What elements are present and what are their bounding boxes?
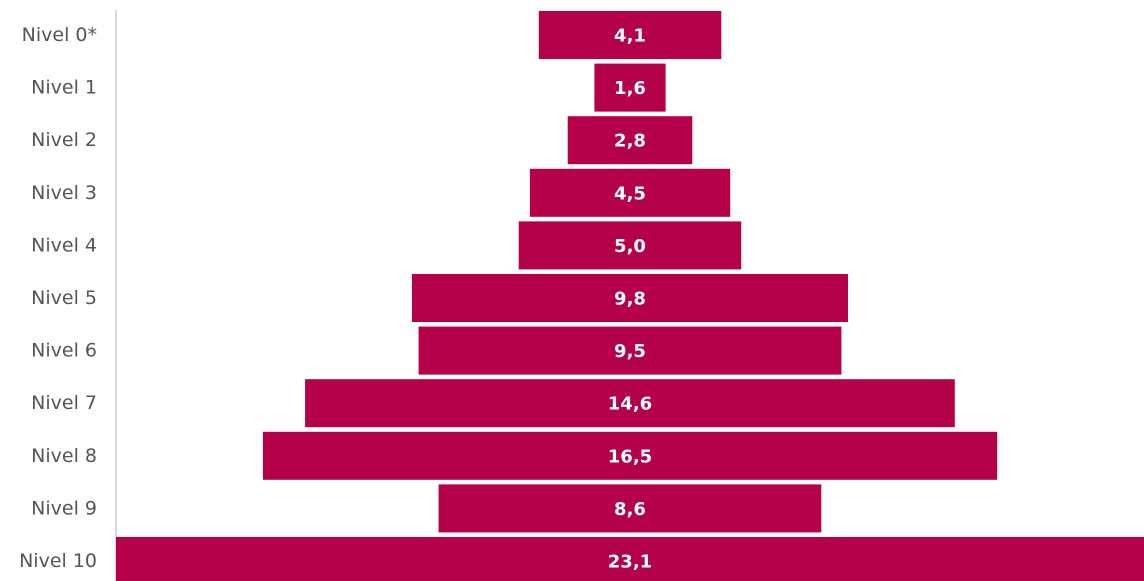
category-label-4: Nivel 4 — [31, 234, 97, 256]
value-label-2: 2,8 — [614, 131, 646, 152]
bar-2 — [567, 116, 693, 165]
bar-0 — [538, 11, 722, 59]
bar-1 — [594, 63, 666, 112]
category-label-8: Nivel 8 — [31, 445, 97, 467]
value-label-5: 9,8 — [614, 289, 646, 310]
value-label-10: 23,1 — [608, 552, 652, 573]
category-label-0: Nivel 0* — [22, 24, 97, 46]
bar-5 — [411, 274, 848, 322]
bar-3 — [529, 168, 731, 217]
category-label-7: Nivel 7 — [31, 392, 97, 414]
category-label-5: Nivel 5 — [31, 287, 97, 309]
category-label-2: Nivel 2 — [31, 129, 97, 151]
bar-6 — [418, 326, 842, 375]
bar-9 — [438, 484, 822, 533]
bar-10 — [116, 537, 1144, 581]
value-label-1: 1,6 — [614, 78, 646, 99]
bar-8 — [262, 431, 998, 480]
bar-7 — [305, 379, 955, 428]
value-label-9: 8,6 — [614, 499, 646, 520]
value-label-3: 4,5 — [614, 183, 646, 204]
category-labels-group: Nivel 0* Nivel 1 Nivel 2 Nivel 3 Nivel 4 Nive… — [19, 24, 97, 572]
value-label-6: 9,5 — [614, 341, 646, 362]
category-label-9: Nivel 9 — [31, 497, 97, 519]
value-label-7: 14,6 — [608, 394, 652, 415]
category-label-3: Nivel 3 — [31, 182, 97, 204]
category-label-6: Nivel 6 — [31, 340, 97, 362]
value-labels-group: 4,1 1,6 2,8 4,5 5,0 9,8 9,5 14,6 16,5 8,6 23,1 — [608, 26, 652, 573]
value-label-0: 4,1 — [614, 26, 646, 47]
category-label-1: Nivel 1 — [31, 77, 97, 99]
value-label-8: 16,5 — [608, 446, 652, 467]
bars-group — [116, 11, 1144, 581]
value-label-4: 5,0 — [614, 236, 646, 257]
category-label-10: Nivel 10 — [19, 550, 97, 572]
bar-4 — [518, 221, 742, 270]
